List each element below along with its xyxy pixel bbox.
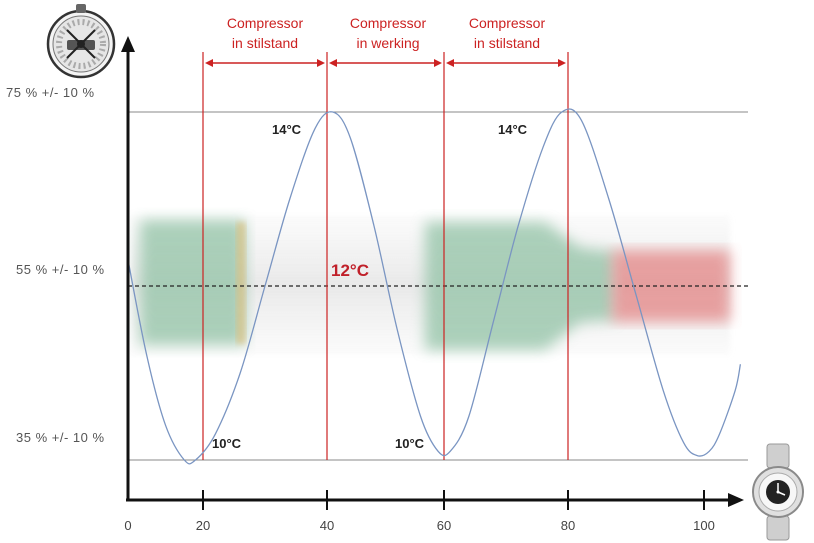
phase-arrowhead <box>317 59 325 67</box>
phase-arrowhead <box>205 59 213 67</box>
temperature-curve-layer <box>127 108 742 465</box>
background-bottle-band <box>130 215 730 355</box>
phase-label-line2: in stilstand <box>473 35 541 51</box>
x-tick-label-80: 80 <box>560 518 576 533</box>
y-level-label-55: 55 % +/- 10 % <box>16 262 105 277</box>
phase-arrowhead <box>446 59 454 67</box>
y-level-label-75: 75 % +/- 10 % <box>6 85 95 100</box>
axes <box>121 36 744 507</box>
phase-arrowhead <box>329 59 337 67</box>
phase-arrows <box>205 59 566 67</box>
y-axis-arrowhead <box>121 36 135 52</box>
clock-icon <box>752 443 804 541</box>
phase-label-line1: Compressor <box>349 15 427 31</box>
temperature-curve <box>127 108 742 465</box>
x-axis-arrowhead <box>728 493 744 507</box>
x-tick-label-60: 60 <box>436 518 452 533</box>
phase-label-line2: in werking <box>356 35 420 51</box>
x-tick-label-40: 40 <box>319 518 335 533</box>
temp-label-trough-1: 10°C <box>212 436 242 451</box>
x-tick-label-20: 20 <box>195 518 211 533</box>
phase-label-werking: Compressor in werking <box>328 13 448 53</box>
x-tick-label-100: 100 <box>693 518 715 533</box>
y-level-label-35: 35 % +/- 10 % <box>16 430 105 445</box>
phase-label-line1: Compressor <box>468 15 546 31</box>
phase-arrowhead <box>558 59 566 67</box>
temp-label-peak-2: 14°C <box>498 122 528 137</box>
temp-label-trough-2: 10°C <box>395 436 425 451</box>
center-temp-label: 12°C <box>331 261 369 280</box>
phase-label-stilstand-2: Compressor in stilstand <box>447 13 567 53</box>
x-tick-marks <box>202 490 705 510</box>
phase-arrowhead <box>434 59 442 67</box>
phase-label-line2: in stilstand <box>231 35 299 51</box>
reference-lines <box>128 111 748 461</box>
phase-label-stilstand-1: Compressor in stilstand <box>205 13 325 53</box>
phase-marker-lines <box>202 52 569 460</box>
phase-label-line1: Compressor <box>226 15 304 31</box>
temp-label-peak-1: 14°C <box>272 122 302 137</box>
hygrometer-icon <box>46 4 116 79</box>
x-tick-label-0: 0 <box>124 518 132 533</box>
